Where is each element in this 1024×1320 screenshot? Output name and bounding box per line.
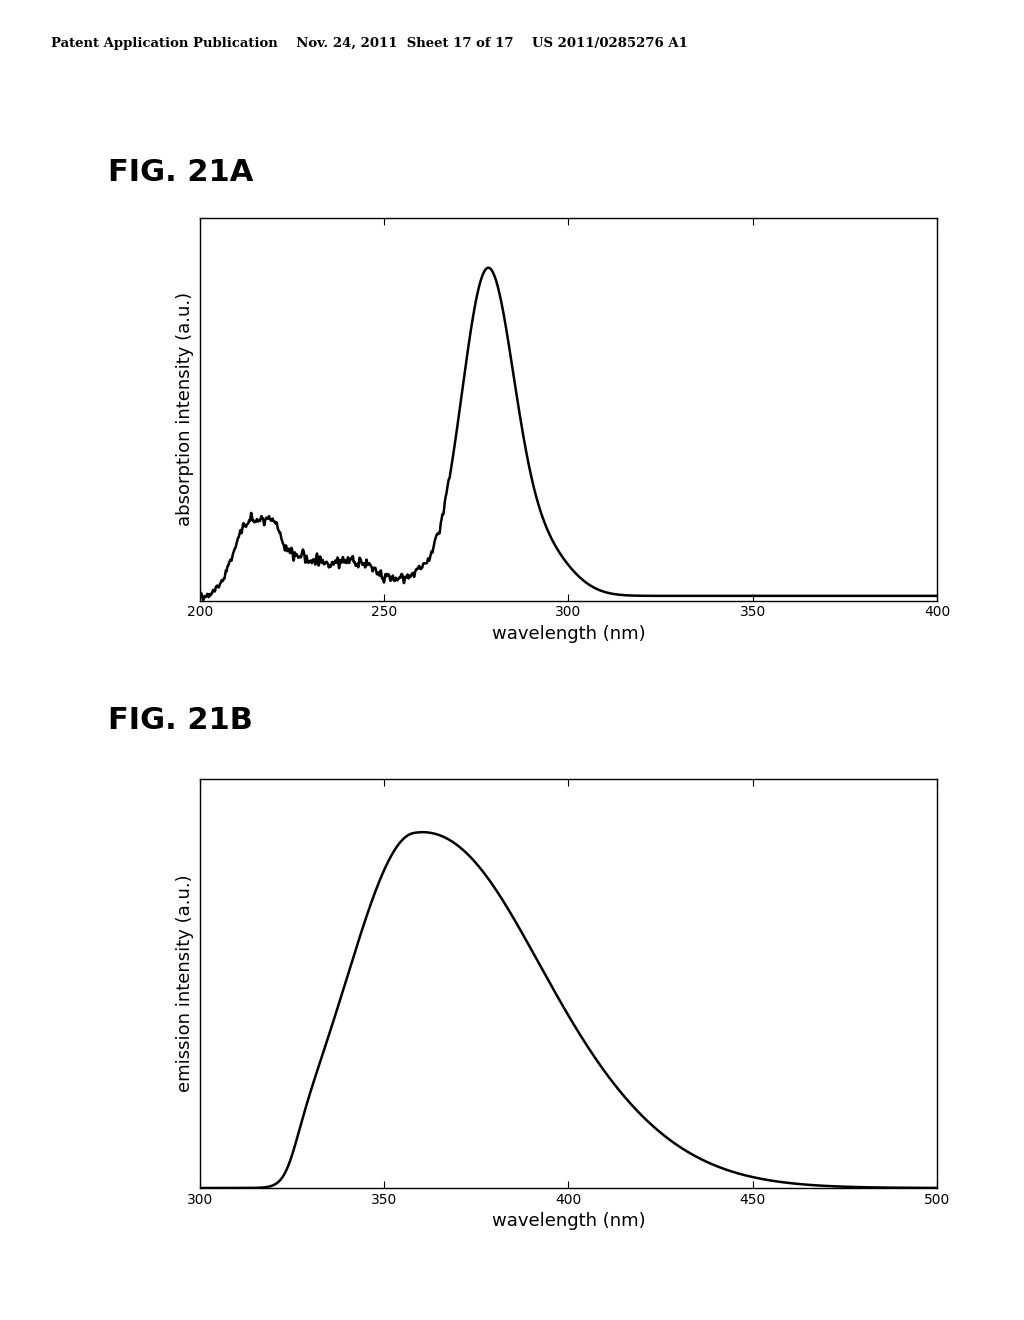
Y-axis label: absorption intensity (a.u.): absorption intensity (a.u.) [176,292,195,527]
Y-axis label: emission intensity (a.u.): emission intensity (a.u.) [176,875,195,1092]
X-axis label: wavelength (nm): wavelength (nm) [492,624,645,643]
X-axis label: wavelength (nm): wavelength (nm) [492,1212,645,1230]
Text: FIG. 21B: FIG. 21B [108,706,252,735]
Text: FIG. 21A: FIG. 21A [108,158,253,187]
Text: Patent Application Publication    Nov. 24, 2011  Sheet 17 of 17    US 2011/02852: Patent Application Publication Nov. 24, … [51,37,688,50]
